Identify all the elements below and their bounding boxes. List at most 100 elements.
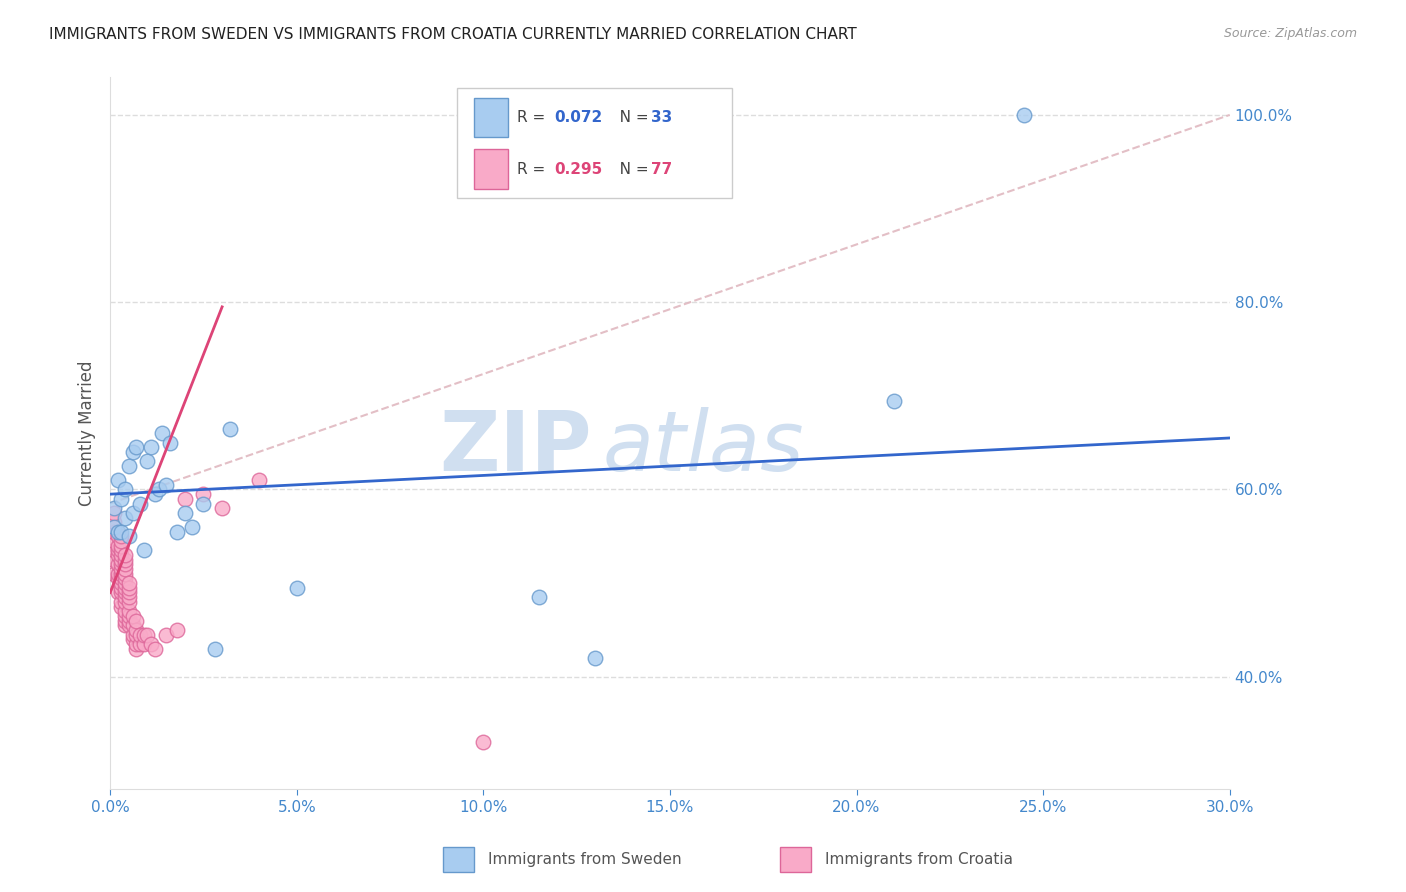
Point [118,581,141,595]
Text: R =: R = [516,161,550,177]
Text: IMMIGRANTS FROM SWEDEN VS IMMIGRANTS FROM CROATIA CURRENTLY MARRIED CORRELATION : IMMIGRANTS FROM SWEDEN VS IMMIGRANTS FRO… [49,27,858,42]
Point [114,483,136,497]
Text: N =: N = [605,161,654,177]
Point [114,608,136,623]
Point [114,552,136,566]
Point [110,543,132,558]
Point [218,422,240,436]
Point [583,651,606,665]
Point [121,445,143,459]
Point [181,520,204,534]
Point [110,552,132,566]
Point [118,458,141,473]
Point [193,487,215,501]
Point [114,566,136,581]
Point [118,529,141,543]
Point [110,491,132,506]
Point [114,576,136,591]
Point [121,632,143,647]
Point [114,581,136,595]
Bar [474,150,508,188]
Point [114,571,136,585]
Text: Immigrants from Croatia: Immigrants from Croatia [825,853,1014,867]
Point [166,623,188,637]
Point [107,585,129,599]
Point [110,533,132,548]
Point [173,506,195,520]
Point [155,477,177,491]
Point [121,627,143,641]
Point [148,483,170,497]
Point [118,585,141,599]
Point [107,543,129,558]
Point [110,529,132,543]
Point [129,627,152,641]
Point [472,735,495,749]
Bar [474,98,508,137]
Point [114,614,136,628]
Point [125,623,148,637]
Point [141,441,163,455]
Point [193,496,215,510]
Point [107,473,129,487]
Point [114,585,136,599]
Point [103,506,125,520]
Point [107,529,129,543]
Point [103,520,125,534]
Point [114,548,136,562]
Point [103,566,125,581]
Point [249,473,271,487]
Point [110,539,132,553]
Point [107,524,129,539]
Point [155,627,177,641]
Text: atlas: atlas [603,407,804,488]
Point [132,637,155,651]
Point [121,506,143,520]
Point [107,558,129,572]
Point [211,501,233,516]
Text: Source: ZipAtlas.com: Source: ZipAtlas.com [1223,27,1357,40]
Point [110,571,132,585]
Point [125,641,148,656]
Point [114,590,136,604]
Text: R =: R = [516,110,550,125]
Point [118,576,141,591]
Point [1014,108,1036,122]
Point [110,562,132,576]
Text: N =: N = [605,110,654,125]
Point [159,435,181,450]
Point [141,637,163,651]
Point [110,599,132,614]
Point [883,393,905,408]
Text: 77: 77 [651,161,672,177]
Text: 0.295: 0.295 [554,161,603,177]
Point [103,501,125,516]
Y-axis label: Currently Married: Currently Married [79,360,96,506]
Point [118,595,141,609]
Point [143,641,166,656]
Point [103,552,125,566]
Point [204,641,226,656]
Point [118,608,141,623]
Point [110,595,132,609]
Point [114,562,136,576]
Point [103,533,125,548]
Point [103,543,125,558]
Point [114,604,136,618]
Point [114,558,136,572]
Point [107,539,129,553]
Point [107,571,129,585]
Point [118,618,141,632]
Point [129,637,152,651]
Point [143,487,166,501]
FancyBboxPatch shape [457,88,731,198]
Point [103,524,125,539]
Point [529,590,551,604]
Point [166,524,188,539]
Point [110,558,132,572]
Text: ZIP: ZIP [439,407,592,488]
Point [110,585,132,599]
Point [110,524,132,539]
Text: 33: 33 [651,110,672,125]
Text: Immigrants from Sweden: Immigrants from Sweden [488,853,682,867]
